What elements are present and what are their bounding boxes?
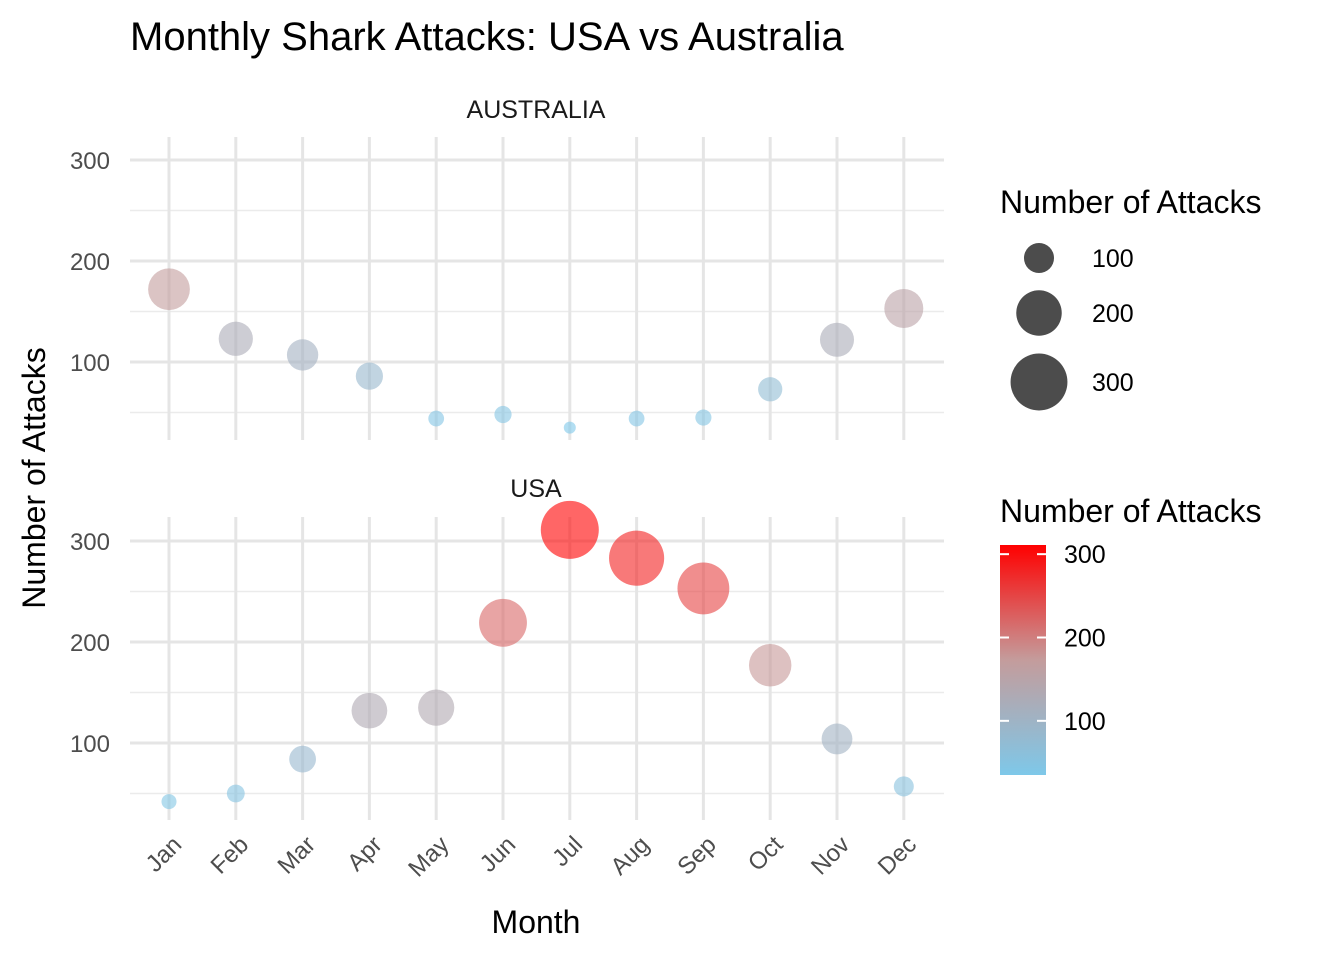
data-point-australia-feb xyxy=(218,321,253,356)
y-tick-label: 100 xyxy=(70,731,110,758)
color-legend: Number of Attacks 100 200 300 xyxy=(1000,493,1261,775)
x-tick-label-jan: Jan xyxy=(141,831,187,877)
colorbar-label: 100 xyxy=(1064,708,1106,736)
data-point-usa-apr xyxy=(351,692,388,729)
data-point-australia-nov xyxy=(819,322,855,357)
data-point-usa-feb xyxy=(226,784,245,803)
x-tick-label-aug: Aug xyxy=(606,831,655,880)
colorbar-label: 300 xyxy=(1064,541,1106,569)
x-tick-label-nov: Nov xyxy=(806,831,855,880)
x-tick-label-oct: Oct xyxy=(743,831,789,877)
y-tick-label: 200 xyxy=(70,630,110,657)
x-axis-title: Month xyxy=(492,904,581,940)
data-point-usa-oct xyxy=(748,644,792,687)
x-tick-label-dec: Dec xyxy=(873,831,922,880)
panel-usa: USA 100 200 300 xyxy=(70,475,944,820)
size-legend-key xyxy=(1016,290,1062,336)
data-point-usa-dec xyxy=(893,776,914,797)
data-point-australia-oct xyxy=(758,377,783,402)
data-point-australia-may xyxy=(428,410,445,427)
colorbar-label: 200 xyxy=(1064,625,1106,653)
data-point-australia-sep xyxy=(695,409,712,426)
data-point-australia-dec xyxy=(884,288,924,328)
x-tick-label-jul: Jul xyxy=(547,831,588,872)
data-point-usa-aug xyxy=(609,530,665,586)
x-tick-label-mar: Mar xyxy=(273,831,321,879)
x-tick-label-feb: Feb xyxy=(206,831,254,879)
size-legend-label: 100 xyxy=(1092,245,1134,273)
panel-australia: AUSTRALIA 100 200 300 xyxy=(70,96,944,440)
y-tick-label: 300 xyxy=(70,529,110,556)
data-point-australia-jul xyxy=(563,421,576,434)
data-point-usa-sep xyxy=(677,562,730,615)
facet-label-australia: AUSTRALIA xyxy=(467,96,606,124)
color-legend-title: Number of Attacks xyxy=(1000,493,1261,529)
chart-title: Monthly Shark Attacks: USA vs Australia xyxy=(130,15,844,59)
grid-australia xyxy=(130,137,944,440)
y-ticks-australia: 100 200 300 xyxy=(70,148,110,377)
size-legend-title: Number of Attacks xyxy=(1000,184,1261,220)
data-point-usa-nov xyxy=(821,723,853,755)
x-tick-label-may: May xyxy=(403,831,454,882)
data-point-australia-aug xyxy=(628,410,645,427)
data-point-usa-jul xyxy=(540,500,599,559)
y-tick-label: 100 xyxy=(70,350,110,377)
facet-label-usa: USA xyxy=(510,475,562,503)
data-point-australia-jun xyxy=(494,405,512,424)
size-legend: Number of Attacks 100 200 300 xyxy=(1000,184,1261,411)
y-axis-title: Number of Attacks xyxy=(16,347,52,608)
colorbar xyxy=(1000,545,1046,775)
data-point-usa-jun xyxy=(479,598,527,647)
data-point-usa-may xyxy=(418,689,455,726)
points-usa xyxy=(161,500,914,810)
size-legend-label: 200 xyxy=(1092,300,1134,328)
size-legend-label: 300 xyxy=(1092,369,1134,397)
x-axis-ticks: Jan Feb Mar Apr May Jun Jul Aug Sep Oct Nov Dec xyxy=(141,831,922,882)
y-tick-label: 200 xyxy=(70,249,110,276)
grid-usa xyxy=(130,517,944,820)
size-legend-key xyxy=(1023,242,1055,274)
x-tick-label-apr: Apr xyxy=(342,831,388,877)
data-point-australia-apr xyxy=(355,362,383,390)
x-tick-label-jun: Jun xyxy=(475,831,521,877)
size-legend-key xyxy=(1010,353,1068,411)
data-point-australia-mar xyxy=(286,339,319,371)
y-ticks-usa: 100 200 300 xyxy=(70,529,110,758)
y-tick-label: 300 xyxy=(70,148,110,175)
data-point-usa-jan xyxy=(161,794,177,810)
x-tick-label-sep: Sep xyxy=(672,831,721,880)
data-point-australia-jan xyxy=(148,268,190,311)
data-point-usa-mar xyxy=(289,745,316,773)
points-australia xyxy=(148,268,924,434)
